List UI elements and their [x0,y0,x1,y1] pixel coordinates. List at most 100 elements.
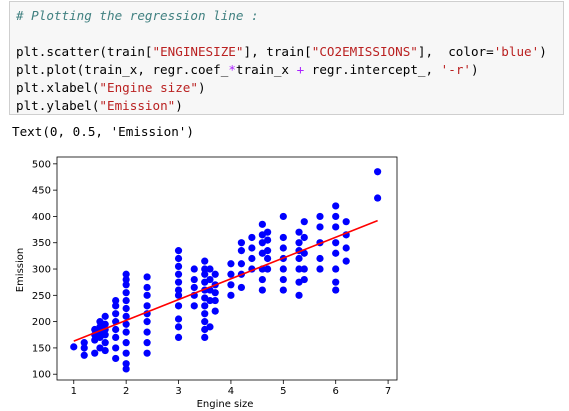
code-token: "Engine size" [99,80,198,95]
scatter-point [211,307,219,315]
code-token: "CO2EMISSIONS" [311,44,418,59]
code-token: plt.scatter(train[ [16,44,153,59]
y-tick-label: 150 [32,343,51,354]
code-token: 'blue' [493,44,540,59]
scatter-point [201,333,209,341]
scatter-point [342,257,350,265]
scatter-point [122,270,130,278]
code-token: ) [175,98,183,113]
y-tick-label: 200 [32,317,51,328]
scatter-point [190,265,198,273]
scatter-point [190,302,198,310]
y-axis-label: Emission [15,248,26,293]
scatter-point [279,265,287,273]
scatter-point [227,281,235,289]
scatter-point [174,270,183,278]
y-tick-label: 100 [32,370,51,381]
scatter-point [101,320,109,328]
scatter-point [237,239,246,247]
scatter-point [201,310,209,318]
scatter-point [264,247,272,255]
scatter-point [91,349,99,357]
code-token: ], train[ [243,44,312,59]
scatter-point [122,328,130,336]
scatter-point [332,265,340,273]
scatter-point [264,228,272,236]
scatter-point [174,262,183,270]
scatter-point [174,323,183,331]
scatter-point [174,315,183,323]
scatter-point [279,212,287,221]
scatter-point [237,283,246,292]
scatter-point [101,346,109,355]
scatter-point [143,318,151,326]
scatter-point [174,254,183,263]
scatter-point [122,304,130,313]
scatter-point [112,325,120,334]
scatter-point [227,291,235,299]
scatter-point [295,265,303,273]
scatter-point [122,289,130,297]
scatter-point [122,281,130,289]
scatter-point [316,254,324,263]
scatter-point [122,365,130,373]
x-tick-label: 5 [280,386,286,397]
scatter-point [122,320,130,328]
scatter-point [174,286,183,294]
code-line: plt.ylabel("Emission") [16,98,183,113]
code-cell[interactable]: # Plotting the regression line : plt.scat… [9,1,564,115]
code-token: # Plotting the regression line : [16,8,259,23]
scatter-point [122,360,130,368]
scatter-point [174,247,183,255]
scatter-point [112,354,120,363]
scatter-point [143,302,151,310]
scatter-point [295,254,303,263]
scatter-point [70,343,78,351]
scatter-point [237,247,246,255]
scatter-point [332,202,340,210]
scatter-point [316,265,324,273]
scatter-point [332,249,340,257]
scatter-point [122,312,130,320]
code-token: ) [197,80,206,95]
scatter-point [80,344,88,352]
code-token: plt.ylabel( [16,98,100,113]
scatter-point [237,260,246,268]
scatter-point [300,218,308,226]
scatter-point [211,270,219,278]
scatter-point [143,283,151,292]
scatter-point [201,257,209,265]
scatter-point [201,270,209,278]
scatter-point [332,278,340,286]
y-tick-label: 400 [32,212,51,223]
code-line: plt.xlabel("Engine size") [16,80,206,95]
scatter-point [190,275,198,284]
scatter-point [258,286,266,294]
code-token: ], color= [417,44,494,59]
scatter-point [295,228,303,236]
code-token: regr.intercept_, [304,62,441,77]
scatter-point [211,296,219,305]
scatter-point [174,333,183,341]
output-text: Text(0, 0.5, 'Emission') [12,124,194,139]
scatter-point [143,328,151,336]
y-tick-label: 500 [32,159,51,170]
scatter-point [264,236,272,244]
scatter-point [332,239,340,247]
scatter-point [300,249,308,257]
scatter-point [300,265,308,273]
y-tick-label: 300 [32,265,51,276]
scatter-point [258,220,266,228]
scatter-point [227,270,235,278]
scatter-point [80,339,88,347]
scatter-point [264,254,272,263]
code-line: plt.plot(train_x, regr.coef_*train_x + r… [16,62,479,77]
scatter-point [227,260,235,268]
scatter-point [201,318,209,326]
scatter-point [332,286,340,294]
scatter-point [300,233,308,242]
code-token: "Emission" [99,98,176,113]
x-tick-label: 1 [71,386,77,397]
